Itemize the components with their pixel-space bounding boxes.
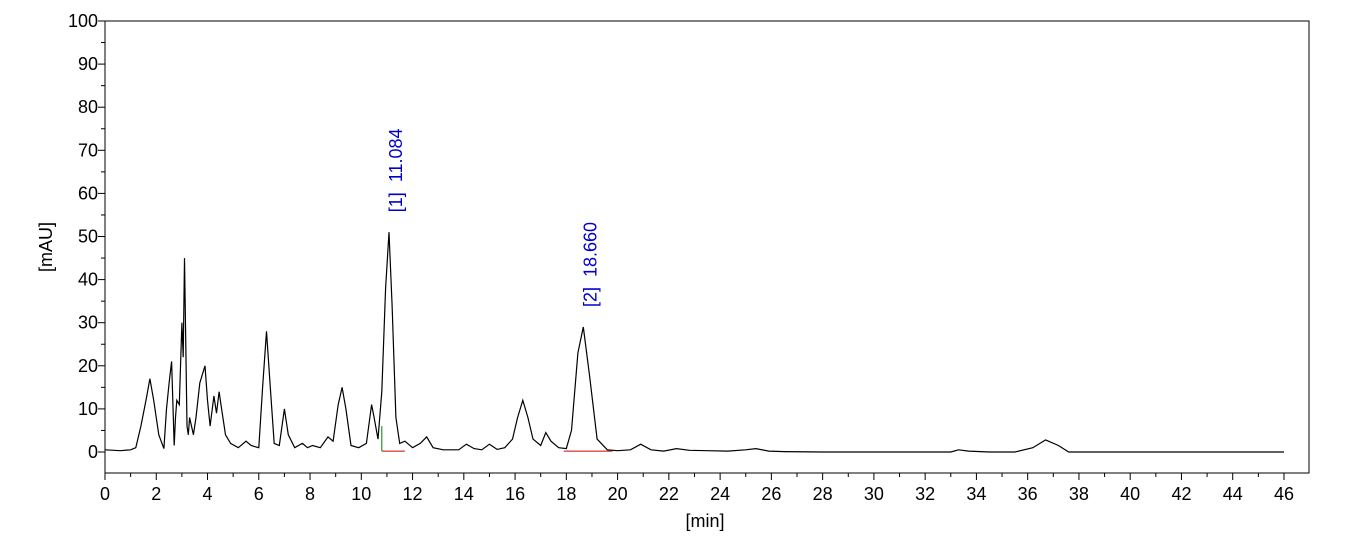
y-tick-label: 90 — [78, 54, 98, 74]
y-tick-label: 10 — [78, 399, 98, 419]
chromatogram-trace — [104, 232, 1284, 453]
x-tick-label: 6 — [254, 484, 264, 504]
y-tick-label: 40 — [78, 270, 98, 290]
peak-label: [1] 11.084 — [386, 128, 406, 212]
x-axis-title: [min] — [685, 511, 724, 531]
x-tick-label: 8 — [305, 484, 315, 504]
y-tick-label: 0 — [88, 442, 98, 462]
x-tick-label: 40 — [1120, 484, 1140, 504]
x-tick-label: 22 — [659, 484, 679, 504]
x-tick-label: 14 — [454, 484, 474, 504]
x-tick-label: 26 — [761, 484, 781, 504]
peak-baselines — [381, 426, 613, 452]
x-tick-label: 16 — [505, 484, 525, 504]
x-tick-label: 20 — [608, 484, 628, 504]
plot-frame — [104, 20, 1310, 474]
y-tick-label: 30 — [78, 313, 98, 333]
x-axis-ticks: 0 2 4 6 8 10 12 14 16 18 20 22 24 26 28 30 32 34 36 38 40 42 4… — [100, 473, 1294, 504]
x-tick-label: 34 — [966, 484, 986, 504]
y-tick-label: 100 — [68, 11, 98, 31]
y-tick-label: 70 — [78, 140, 98, 160]
x-tick-label: 44 — [1223, 484, 1243, 504]
x-tick-label: 10 — [351, 484, 371, 504]
peak-label: [2] 18.660 — [580, 222, 600, 307]
x-tick-label: 0 — [100, 484, 110, 504]
x-tick-label: 4 — [203, 484, 213, 504]
x-tick-label: 42 — [1171, 484, 1191, 504]
x-tick-label: 46 — [1274, 484, 1294, 504]
x-tick-label: 32 — [915, 484, 935, 504]
x-tick-label: 24 — [710, 484, 730, 504]
y-tick-label: 60 — [78, 183, 98, 203]
x-tick-label: 30 — [864, 484, 884, 504]
peak-labels: [1] 11.084 [2] 18.660 — [386, 128, 600, 307]
y-tick-label: 20 — [78, 356, 98, 376]
x-tick-label: 28 — [813, 484, 833, 504]
x-tick-label: 12 — [403, 484, 423, 504]
y-tick-label: 50 — [78, 227, 98, 247]
y-tick-label: 80 — [78, 97, 98, 117]
x-tick-label: 18 — [556, 484, 576, 504]
y-axis-title: [mAU] — [36, 222, 56, 272]
x-tick-label: 36 — [1018, 484, 1038, 504]
x-tick-label: 38 — [1069, 484, 1089, 504]
x-tick-label: 2 — [151, 484, 161, 504]
y-axis-ticks: 0 10 20 30 40 50 60 70 80 90 100 — [68, 11, 105, 462]
